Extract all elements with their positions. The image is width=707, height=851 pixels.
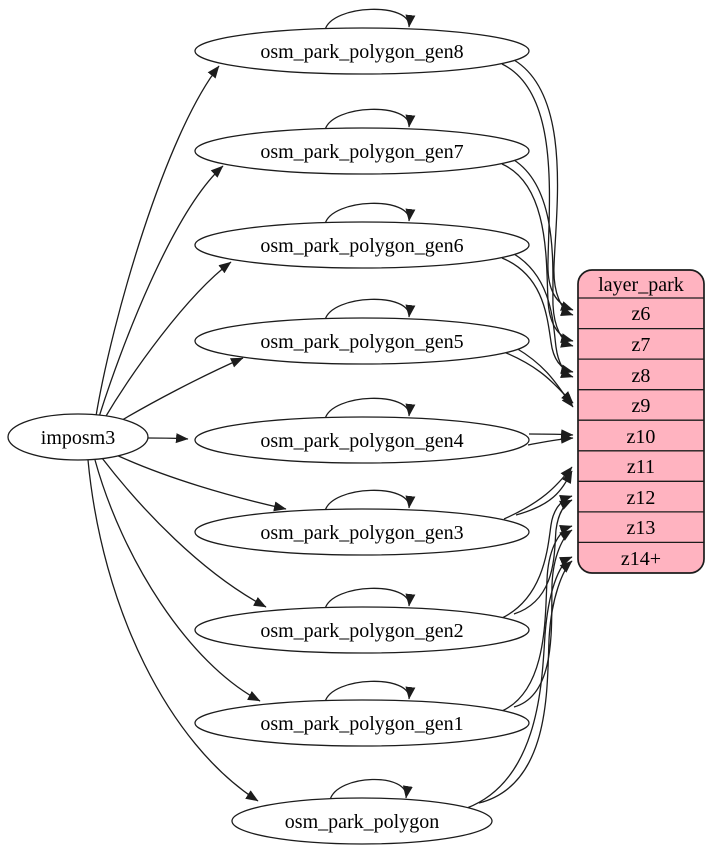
polygon-ellipse [231,797,493,845]
gen1-ellipse [194,699,530,747]
node-osm-park-polygon-gen7: osm_park_polygon_gen7 [194,127,530,175]
edge-imposm3-to-gen2 [101,457,267,608]
imposm3-ellipse [7,413,149,461]
edges-self-loops [324,8,416,801]
edge-gen3-to-z11-b [515,470,573,516]
gen2-ellipse [194,606,530,654]
layer-park-outline [577,269,705,574]
layer-row-z12: z12 [627,487,656,509]
edge-gen7-to-z7-b [513,159,574,348]
gen4-ellipse [194,416,530,464]
self-loop-polygon [329,778,413,801]
gen6-label: osm_park_polygon_gen6 [260,235,463,257]
gen8-ellipse [194,27,530,75]
edge-gen5-to-z9-a [503,351,574,404]
self-loop-gen4 [324,397,416,420]
layer-row-z7: z7 [632,334,651,356]
edge-gen4-to-z10-b [527,433,574,446]
edge-imposm3-to-gen1 [94,459,261,702]
layer-park-table: layer_park z6 z7 z8 z9 z10 z11 z12 z13 z… [577,269,705,574]
gen3-ellipse [194,508,530,556]
self-loop-gen5 [324,298,416,321]
edge-gen7-to-z7-a [501,163,574,343]
polygon-label: osm_park_polygon [285,811,439,833]
node-osm-park-polygon-gen3: osm_park_polygon_gen3 [194,508,530,556]
layer-row-z9: z9 [632,395,651,417]
node-osm-park-polygon-gen1: osm_park_polygon_gen1 [194,699,530,747]
edges-imposm3-fanout [87,65,287,802]
edge-imposm3-to-polygon [87,459,259,802]
node-imposm3: imposm3 [7,413,149,461]
gen8-label: osm_park_polygon_gen8 [260,41,463,63]
layer-row-z8: z8 [632,365,651,387]
node-osm-park-polygon: osm_park_polygon [231,797,493,845]
node-osm-park-polygon-gen8: osm_park_polygon_gen8 [194,27,530,75]
edge-imposm3-to-gen3 [111,452,287,512]
edge-gen6-to-z8-a [501,257,574,375]
edge-imposm3-to-gen4 [147,433,189,444]
edge-gen1-to-z13-a [501,525,573,712]
gen2-label: osm_park_polygon_gen2 [260,620,463,642]
layer-row-z10: z10 [627,426,656,448]
self-loop-gen1 [324,680,416,703]
gen3-label: osm_park_polygon_gen3 [260,522,463,544]
edge-imposm3-to-gen8 [95,65,220,417]
node-osm-park-polygon-gen4: osm_park_polygon_gen4 [194,416,530,464]
self-loop-gen7 [324,108,416,131]
edge-gen5-to-z9-b [515,347,574,408]
gen4-label: osm_park_polygon_gen4 [260,430,463,452]
edge-gen1-to-z13-b [513,529,573,708]
node-osm-park-polygon-gen2: osm_park_polygon_gen2 [194,606,530,654]
gen5-label: osm_park_polygon_gen5 [260,331,463,353]
edge-polygon-to-z14-a [466,556,573,809]
gen6-ellipse [194,221,530,269]
node-osm-park-polygon-gen6: osm_park_polygon_gen6 [194,221,530,269]
gen7-ellipse [194,127,530,175]
self-loop-gen8 [324,8,416,31]
edges-to-layer-rows [466,59,574,809]
self-loop-gen3 [324,489,416,512]
edge-gen6-to-z8-b [513,253,574,378]
gen1-label: osm_park_polygon_gen1 [260,713,463,735]
layer-row-z6: z6 [632,303,651,325]
self-loop-gen2 [324,587,416,610]
layer-row-z14: z14+ [621,548,661,570]
imposm3-label: imposm3 [41,427,115,449]
edge-gen8-to-z6-b [513,59,574,316]
edge-imposm3-to-gen7 [98,165,224,418]
gen5-ellipse [194,317,530,365]
node-osm-park-polygon-gen5: osm_park_polygon_gen5 [194,317,530,365]
layer-row-z11: z11 [627,456,655,478]
edge-gen2-to-z12-b [513,499,573,615]
edge-imposm3-to-gen5 [111,357,244,427]
edge-gen4-to-z10-a [528,429,574,440]
layer-park-header: layer_park [598,274,684,296]
layer-row-z13: z13 [627,517,656,539]
gen7-label: osm_park_polygon_gen7 [260,141,463,163]
edge-polygon-to-z14-b [478,560,573,804]
edge-imposm3-to-gen6 [102,261,232,422]
self-loop-gen6 [324,202,416,225]
